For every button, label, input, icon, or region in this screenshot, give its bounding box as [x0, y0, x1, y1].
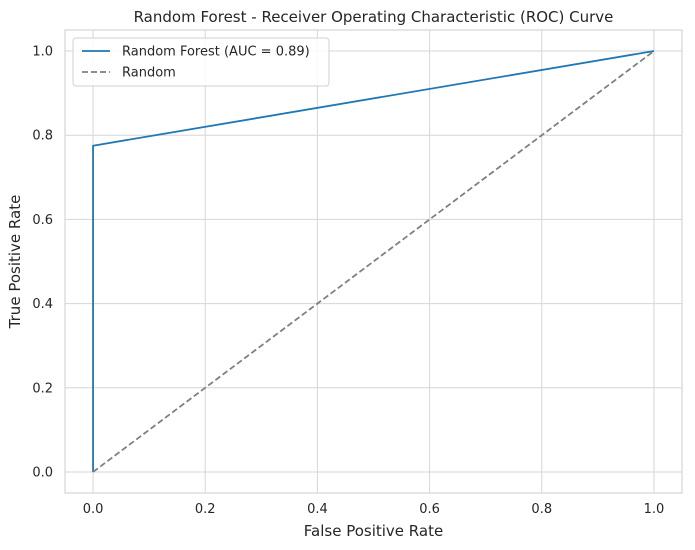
x-tick-label: 0.8: [531, 502, 552, 517]
x-tick-label: 0.0: [83, 502, 104, 517]
y-axis-label: True Positive Rate: [6, 195, 24, 330]
x-tick-label: 1.0: [644, 502, 665, 517]
y-axis-ticks: 0.0 0.2 0.4 0.6 0.8 1.0: [32, 45, 53, 481]
y-tick-label: 1.0: [32, 45, 53, 60]
y-tick-label: 0.6: [32, 213, 53, 228]
legend: Random Forest (AUC = 0.89) Random: [72, 37, 330, 87]
y-tick-label: 0.2: [32, 381, 53, 396]
x-axis-ticks: 0.0 0.2 0.4 0.6 0.8 1.0: [83, 502, 665, 517]
y-tick-label: 0.4: [32, 297, 53, 312]
x-tick-label: 0.6: [419, 502, 440, 517]
series-lines: [92, 50, 655, 473]
y-tick-label: 0.8: [32, 129, 53, 144]
x-tick-label: 0.2: [195, 502, 216, 517]
legend-label: Random Forest (AUC = 0.89): [122, 45, 310, 60]
legend-box: [72, 37, 330, 87]
legend-label: Random: [122, 66, 176, 81]
x-axis-label: False Positive Rate: [304, 522, 443, 540]
y-tick-label: 0.0: [32, 465, 53, 480]
chart-title: Random Forest - Receiver Operating Chara…: [134, 8, 614, 26]
roc-curve-line: [92, 50, 655, 472]
plot-area: [64, 29, 683, 494]
x-tick-label: 0.4: [307, 502, 328, 517]
